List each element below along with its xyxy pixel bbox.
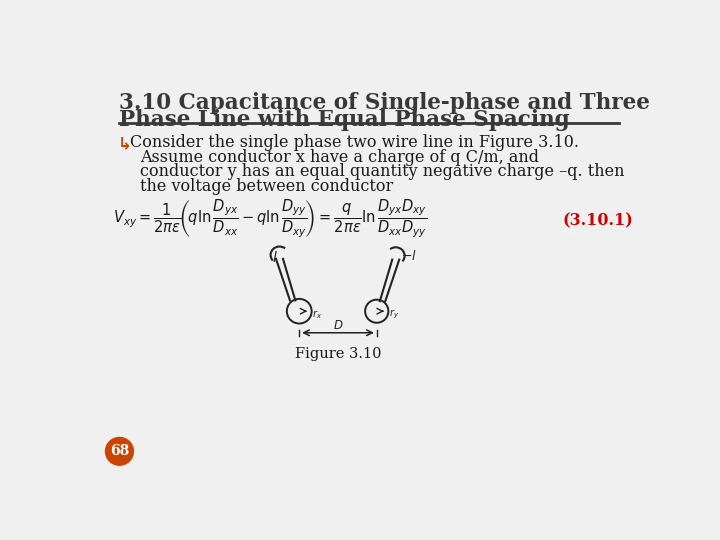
Text: 3.10 Capacitance of Single-phase and Three: 3.10 Capacitance of Single-phase and Thr… [120, 92, 650, 114]
Text: $r_y$: $r_y$ [389, 308, 399, 321]
Text: $-l$: $-l$ [401, 249, 417, 264]
Text: D: D [333, 319, 343, 332]
Circle shape [106, 437, 133, 465]
Text: Assume conductor x have a charge of q C/m, and: Assume conductor x have a charge of q C/… [140, 148, 539, 166]
Text: $r_x$: $r_x$ [312, 308, 323, 321]
Text: Figure 3.10: Figure 3.10 [294, 347, 382, 361]
Text: $V_{xy} = \dfrac{1}{2\pi\varepsilon}\!\left(\!q\ln\dfrac{D_{yx}}{D_{xx}}-q\ln\df: $V_{xy} = \dfrac{1}{2\pi\varepsilon}\!\l… [113, 197, 428, 239]
Text: (3.10.1): (3.10.1) [563, 213, 634, 230]
FancyBboxPatch shape [87, 62, 651, 484]
Text: 68: 68 [110, 444, 129, 458]
Text: conductor y has an equal quantity negative charge –q. then: conductor y has an equal quantity negati… [140, 164, 625, 180]
Text: Phase Line with Equal Phase Spacing: Phase Line with Equal Phase Spacing [120, 110, 570, 131]
Text: ↳: ↳ [118, 134, 132, 152]
Text: Consider the single phase two wire line in Figure 3.10.: Consider the single phase two wire line … [130, 134, 580, 151]
Text: $l$: $l$ [272, 250, 278, 265]
Text: the voltage between conductor: the voltage between conductor [140, 178, 394, 195]
